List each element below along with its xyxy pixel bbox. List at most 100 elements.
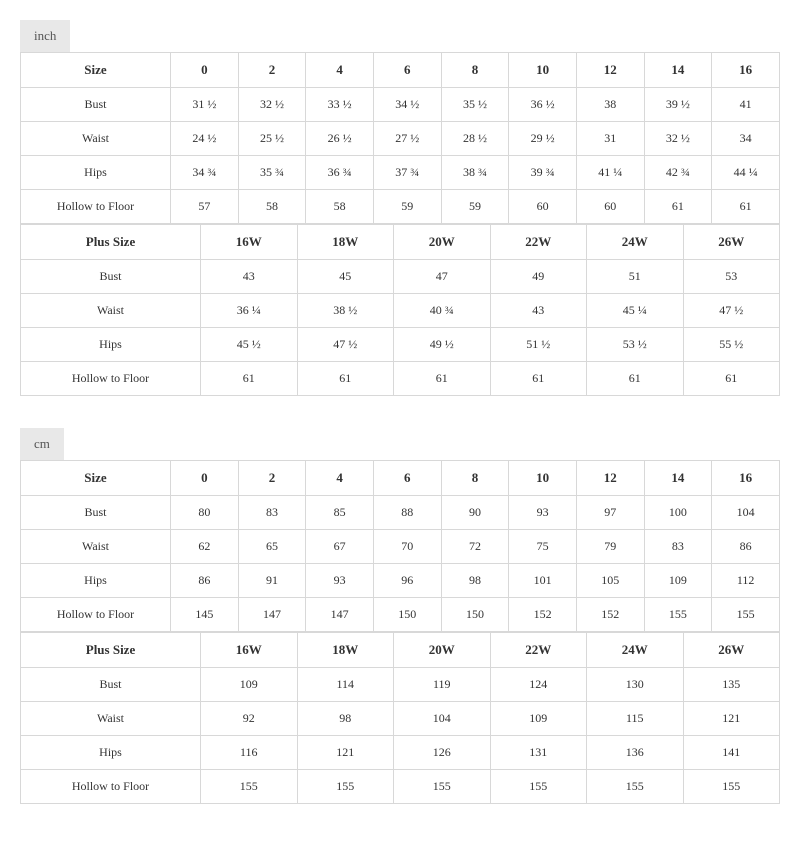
cell: 34 [712,122,780,156]
cell: 121 [683,702,780,736]
cell: 147 [306,598,374,632]
cell: 126 [394,736,491,770]
size-col: 8 [441,461,509,496]
table-header-row: Plus Size 16W 18W 20W 22W 24W 26W [21,225,780,260]
cell: 100 [644,496,712,530]
size-header: Size [21,461,171,496]
cell: 44 ¼ [712,156,780,190]
cell: 88 [373,496,441,530]
cell: 51 [587,260,684,294]
cell: 155 [587,770,684,804]
cm-plus-size-table: Plus Size 16W 18W 20W 22W 24W 26W Bust 1… [20,632,780,804]
table-row: Hollow to Floor 145 147 147 150 150 152 … [21,598,780,632]
cell: 114 [297,668,394,702]
size-col: 0 [171,53,239,88]
measurement-label: Bust [21,668,201,702]
cell: 55 ½ [683,328,780,362]
plus-size-col: 24W [587,225,684,260]
cell: 61 [683,362,780,396]
table-row: Bust 43 45 47 49 51 53 [21,260,780,294]
cell: 124 [490,668,587,702]
cell: 36 ¾ [306,156,374,190]
cell: 155 [297,770,394,804]
cell: 61 [201,362,298,396]
measurement-label: Hollow to Floor [21,362,201,396]
cell: 49 [490,260,587,294]
cell: 45 ¼ [587,294,684,328]
measurement-label: Hollow to Floor [21,598,171,632]
cell: 91 [238,564,306,598]
measurement-label: Waist [21,702,201,736]
cell: 75 [509,530,577,564]
table-row: Waist 62 65 67 70 72 75 79 83 86 [21,530,780,564]
size-col: 4 [306,461,374,496]
cell: 130 [587,668,684,702]
measurement-label: Hollow to Floor [21,190,171,224]
cell: 152 [576,598,644,632]
cell: 135 [683,668,780,702]
table-row: Waist 36 ¼ 38 ½ 40 ¾ 43 45 ¼ 47 ½ [21,294,780,328]
cell: 47 [394,260,491,294]
cell: 155 [394,770,491,804]
table-header-row: Size 0 2 4 6 8 10 12 14 16 [21,53,780,88]
cell: 40 ¾ [394,294,491,328]
cell: 101 [509,564,577,598]
cell: 61 [587,362,684,396]
cell: 155 [490,770,587,804]
plus-size-col: 20W [394,633,491,668]
cell: 70 [373,530,441,564]
cell: 49 ½ [394,328,491,362]
cell: 33 ½ [306,88,374,122]
cell: 45 [297,260,394,294]
size-col: 6 [373,53,441,88]
cell: 38 [576,88,644,122]
measurement-label: Waist [21,530,171,564]
cm-size-table: Size 0 2 4 6 8 10 12 14 16 Bust 80 83 85… [20,460,780,632]
cell: 61 [394,362,491,396]
cell: 155 [201,770,298,804]
cell: 60 [509,190,577,224]
cell: 34 ½ [373,88,441,122]
cell: 41 [712,88,780,122]
cell: 97 [576,496,644,530]
cell: 80 [171,496,239,530]
measurement-label: Waist [21,294,201,328]
cell: 61 [490,362,587,396]
plus-size-col: 18W [297,633,394,668]
table-header-row: Size 0 2 4 6 8 10 12 14 16 [21,461,780,496]
cell: 47 ½ [683,294,780,328]
measurement-label: Hips [21,564,171,598]
measurement-label: Hips [21,328,201,362]
table-row: Hips 45 ½ 47 ½ 49 ½ 51 ½ 53 ½ 55 ½ [21,328,780,362]
plus-size-col: 24W [587,633,684,668]
cell: 98 [441,564,509,598]
size-col: 2 [238,461,306,496]
cell: 61 [297,362,394,396]
size-col: 14 [644,53,712,88]
table-header-row: Plus Size 16W 18W 20W 22W 24W 26W [21,633,780,668]
size-col: 4 [306,53,374,88]
cell: 25 ½ [238,122,306,156]
cell: 57 [171,190,239,224]
table-row: Hollow to Floor 61 61 61 61 61 61 [21,362,780,396]
cell: 24 ½ [171,122,239,156]
cell: 36 ½ [509,88,577,122]
cell: 119 [394,668,491,702]
size-col: 2 [238,53,306,88]
plus-size-col: 22W [490,225,587,260]
cell: 39 ½ [644,88,712,122]
cell: 29 ½ [509,122,577,156]
measurement-label: Waist [21,122,171,156]
cell: 28 ½ [441,122,509,156]
cell: 155 [712,598,780,632]
cell: 36 ¼ [201,294,298,328]
cell: 41 ¼ [576,156,644,190]
table-row: Bust 31 ½ 32 ½ 33 ½ 34 ½ 35 ½ 36 ½ 38 39… [21,88,780,122]
size-col: 8 [441,53,509,88]
cell: 31 [576,122,644,156]
cell: 90 [441,496,509,530]
size-col: 12 [576,53,644,88]
inch-plus-size-table: Plus Size 16W 18W 20W 22W 24W 26W Bust 4… [20,224,780,396]
cell: 83 [644,530,712,564]
inch-size-table: Size 0 2 4 6 8 10 12 14 16 Bust 31 ½ 32 … [20,52,780,224]
